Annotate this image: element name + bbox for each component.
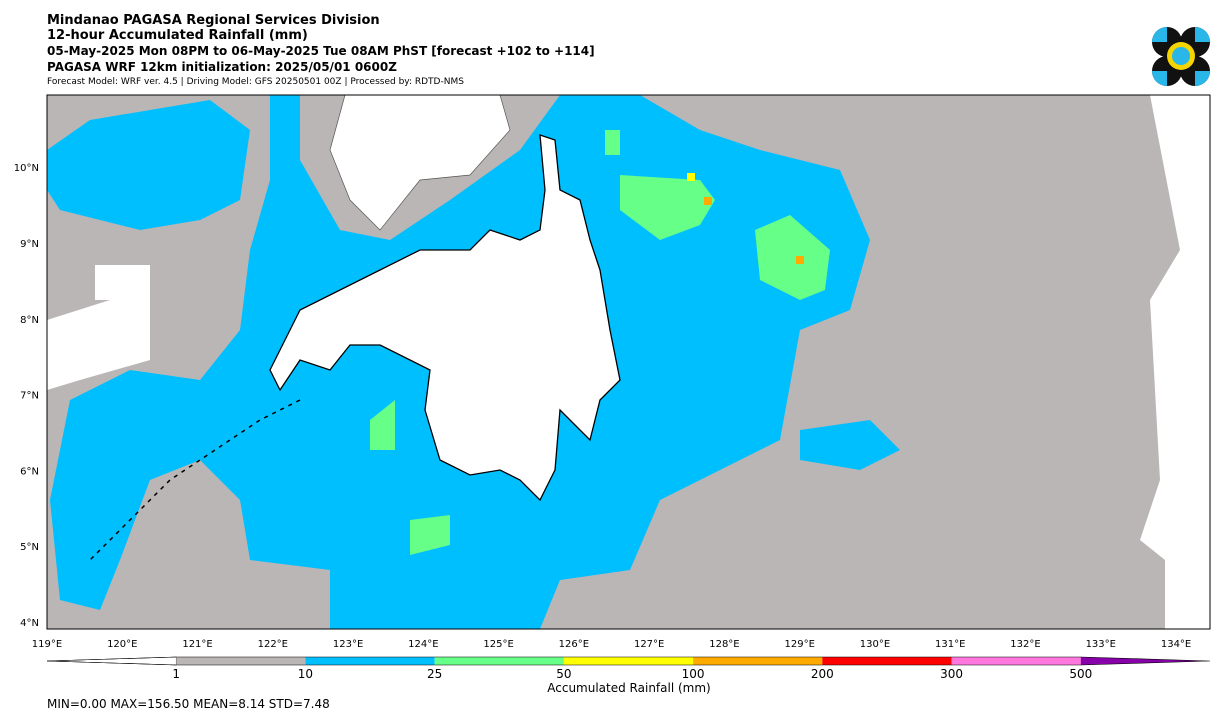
colorbar-segment: [951, 657, 1081, 665]
lat-label: 4°N: [20, 618, 39, 629]
lon-label: 127°E: [634, 639, 664, 650]
period: 05-May-2025 Mon 08PM to 06-May-2025 Tue …: [47, 44, 595, 58]
lon-label: 121°E: [182, 639, 212, 650]
colorbar-tick-label: 10: [298, 667, 313, 681]
colorbar-segment: [305, 657, 435, 665]
no-rain: [1140, 95, 1210, 629]
lon-label: 128°E: [709, 639, 739, 650]
subtitle: 12-hour Accumulated Rainfall (mm): [47, 28, 308, 43]
stats: MIN=0.00 MAX=156.50 MEAN=8.14 STD=7.48: [47, 697, 330, 711]
lon-label: 123°E: [333, 639, 363, 650]
lat-label: 5°N: [20, 542, 39, 553]
rain-moderate: [47, 100, 250, 230]
colorbar-tick-label: 500: [1069, 667, 1092, 681]
colorbar-tick-label: 200: [811, 667, 834, 681]
model-info: Forecast Model: WRF ver. 4.5 | Driving M…: [47, 77, 464, 87]
colorbar-segment: [176, 657, 306, 665]
colorbar-tick-label: 25: [427, 667, 442, 681]
rain-torrential: [704, 197, 712, 205]
colorbar-segment: [434, 657, 564, 665]
initialization: PAGASA WRF 12km initialization: 2025/05/…: [47, 60, 397, 74]
rain-moderate: [800, 420, 900, 470]
colorbar-tick-label: 300: [940, 667, 963, 681]
colorbar-segment: [46, 656, 177, 666]
mindanao: [269, 134, 621, 502]
lon-label: 126°E: [559, 639, 589, 650]
colorbar-tick-label: 50: [556, 667, 571, 681]
lat-label: 9°N: [20, 239, 39, 250]
colorbar-segment: [822, 657, 952, 665]
rain-heavy: [620, 175, 715, 240]
rain-intense: [687, 173, 695, 181]
colorbar-segment: [1080, 657, 1210, 665]
logo: [1152, 27, 1210, 86]
lon-label: 131°E: [935, 639, 965, 650]
lon-label: 119°E: [32, 639, 62, 650]
lon-label: 120°E: [107, 639, 137, 650]
rain-heavy: [755, 215, 830, 300]
rain-torrential: [796, 256, 804, 264]
lat-label: 10°N: [14, 163, 39, 174]
colorbar-outline: [46, 656, 1211, 666]
lat-label: 6°N: [20, 466, 39, 477]
colorbar-segment: [563, 657, 694, 665]
no-rain: [47, 265, 150, 390]
lon-label: 129°E: [784, 639, 814, 650]
colorbar-tick-label: 100: [682, 667, 705, 681]
lon-label: 124°E: [408, 639, 438, 650]
map-frame: [46, 94, 1211, 630]
colorbar-tick-label: 1: [172, 667, 180, 681]
lat-label: 7°N: [20, 391, 39, 402]
lon-label: 132°E: [1010, 639, 1040, 650]
lon-label: 125°E: [483, 639, 513, 650]
lon-label: 134°E: [1161, 639, 1191, 650]
lon-label: 122°E: [258, 639, 288, 650]
colorbar-segment: [693, 657, 823, 665]
colorbar: 1 10 25 50 100 200 300 500: [46, 656, 1211, 681]
colorbar-label: Accumulated Rainfall (mm): [547, 681, 710, 695]
lon-label: 133°E: [1086, 639, 1116, 650]
visayas: [329, 94, 511, 231]
map: [46, 94, 1211, 630]
lat-label: 8°N: [20, 315, 39, 326]
lon-label: 130°E: [860, 639, 890, 650]
axis-ticks: 4°N 5°N 6°N 7°N 8°N 9°N 10°N 119°E 120°E 121°E 122…: [14, 163, 1191, 650]
title: Mindanao PAGASA Regional Services Divisi…: [47, 13, 380, 28]
